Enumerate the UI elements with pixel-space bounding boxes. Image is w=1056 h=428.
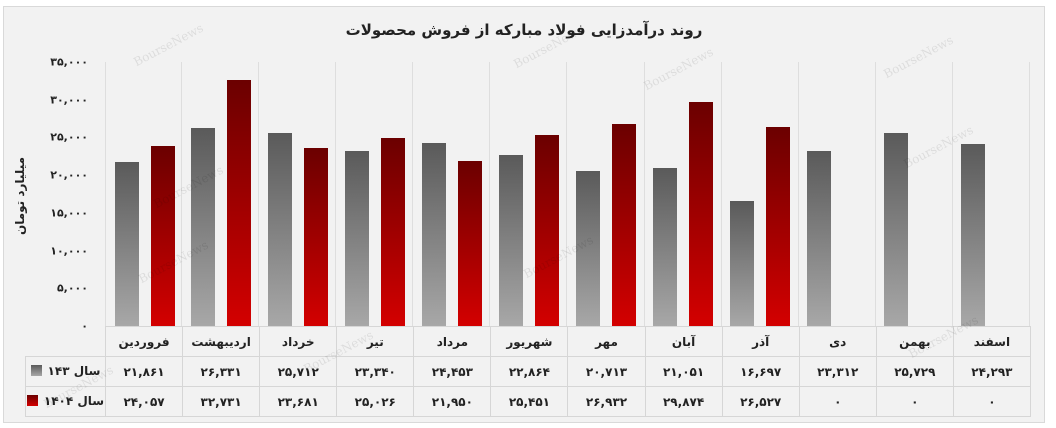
y-tick-label: ۱۵,۰۰۰: [50, 206, 88, 220]
data-cell: ۲۵,۷۱۲: [259, 356, 338, 387]
y-tick-label: ۵,۰۰۰: [56, 281, 88, 295]
category-column: [259, 62, 337, 327]
data-cell: ۲۴,۰۵۷: [104, 386, 184, 417]
y-axis-label: میلیارد تومان: [13, 156, 27, 236]
bar-1403: [730, 201, 755, 327]
data-cell: ۲۰,۷۱۳: [567, 356, 646, 387]
category-column: [876, 62, 953, 327]
y-tick-label: ۲۵,۰۰۰: [50, 130, 88, 144]
data-cell: ۲۱,۸۶۱: [104, 356, 184, 387]
y-tick-label: ۰: [81, 319, 88, 333]
category-column: [722, 62, 799, 327]
y-tick-label: ۱۰,۰۰۰: [50, 244, 88, 258]
category-column: [182, 62, 260, 327]
bar-1403: [498, 154, 523, 327]
data-cell: ۰: [798, 386, 877, 417]
bar-1403: [344, 150, 369, 327]
data-cell: ۲۴,۲۹۳: [952, 356, 1031, 387]
y-tick-label: ۳۰,۰۰۰: [50, 93, 88, 107]
bar-1404: [150, 145, 175, 327]
chart-title: روند درآمدزایی فولاد مبارکه از فروش محصو…: [345, 21, 703, 39]
bar-1404: [457, 161, 482, 327]
bar-1403: [961, 143, 986, 327]
legend-entry: سال ۱۴۳: [25, 356, 106, 387]
bar-1403: [576, 170, 601, 327]
bar-1404: [612, 123, 637, 327]
category-column: [413, 62, 491, 327]
legend-label: سال ۱۴۰۴: [43, 393, 105, 408]
data-cell: ۲۵,۴۵۱: [490, 386, 569, 417]
category-label: آذر: [721, 326, 800, 357]
bar-1404: [303, 148, 328, 327]
data-cell: ۲۵,۰۲۶: [336, 386, 415, 417]
category-column: [953, 62, 1030, 327]
data-cell: ۲۹,۸۷۴: [644, 386, 723, 417]
category-column: [645, 62, 722, 327]
category-label: مهر: [567, 326, 646, 357]
bar-1403: [114, 162, 139, 327]
data-cell: ۲۴,۴۵۳: [413, 356, 492, 387]
bar-1404: [380, 138, 405, 327]
bar-1404: [766, 126, 791, 327]
data-cell: ۲۳,۶۸۱: [259, 386, 338, 417]
category-column: [105, 62, 183, 327]
data-cell: ۲۳,۳۱۲: [798, 356, 877, 387]
legend-entry: سال ۱۴۰۴: [25, 386, 106, 417]
bar-1403: [267, 133, 292, 327]
bar-1403: [807, 151, 832, 327]
legend-swatch-icon: [26, 395, 38, 407]
bar-1404: [534, 135, 559, 327]
bar-1404: [226, 80, 251, 327]
legend-label: سال ۱۴۳: [47, 363, 101, 378]
data-cell: ۱۶,۶۹۷: [721, 356, 800, 387]
category-label: اسفند: [952, 326, 1031, 357]
bar-1404: [689, 101, 714, 327]
data-cell: ۲۲,۸۶۴: [490, 356, 569, 387]
category-label: شهریور: [490, 326, 569, 357]
y-tick-label: ۲۰,۰۰۰: [50, 168, 88, 182]
data-table: فروردین اردیبهشت خرداد تیر مرداد شهریور مهر آبا…: [25, 326, 1031, 417]
bar-1403: [884, 132, 909, 327]
category-label: مرداد: [413, 326, 492, 357]
category-label: دی: [798, 326, 877, 357]
bar-1403: [653, 168, 678, 327]
category-column: [799, 62, 876, 327]
bar-1403: [421, 142, 446, 327]
data-cell: ۰: [875, 386, 954, 417]
category-column: [336, 62, 414, 327]
category-label: تیر: [336, 326, 415, 357]
series-row-1404: سال ۱۴۰۴ ۲۴,۰۵۷ ۳۲,۷۳۱ ۲۳,۶۸۱ ۲۵,۰۲۶ ۲۱,۹۵۰ ۲۵…: [25, 386, 1031, 417]
category-label: خرداد: [259, 326, 338, 357]
series-row-1403: سال ۱۴۳ ۲۱,۸۶۱ ۲۶,۳۳۱ ۲۵,۷۱۲ ۲۳,۳۴۰ ۲۴,۴۵۳ ۲۲,…: [25, 356, 1031, 387]
category-label: فروردین: [104, 326, 184, 357]
legend-swatch-icon: [30, 365, 42, 377]
y-tick-label: ۳۵,۰۰۰: [50, 55, 88, 69]
plot-area: [105, 62, 1030, 327]
category-label: اردیبهشت: [182, 326, 261, 357]
data-cell: ۲۱,۰۵۱: [644, 356, 723, 387]
data-cell: ۲۶,۵۲۷: [721, 386, 800, 417]
category-column: [490, 62, 568, 327]
category-label: آبان: [644, 326, 723, 357]
category-label: بهمن: [875, 326, 954, 357]
data-cell: ۲۶,۹۳۲: [567, 386, 646, 417]
data-cell: ۳۲,۷۳۱: [182, 386, 261, 417]
bar-1403: [190, 128, 215, 327]
data-cell: ۰: [952, 386, 1031, 417]
category-column: [568, 62, 645, 327]
data-cell: ۲۱,۹۵۰: [413, 386, 492, 417]
category-row: فروردین اردیبهشت خرداد تیر مرداد شهریور مهر آبا…: [25, 326, 1031, 357]
data-cell: ۲۶,۳۳۱: [182, 356, 261, 387]
data-cell: ۲۳,۳۴۰: [336, 356, 415, 387]
data-cell: ۲۵,۷۲۹: [875, 356, 954, 387]
